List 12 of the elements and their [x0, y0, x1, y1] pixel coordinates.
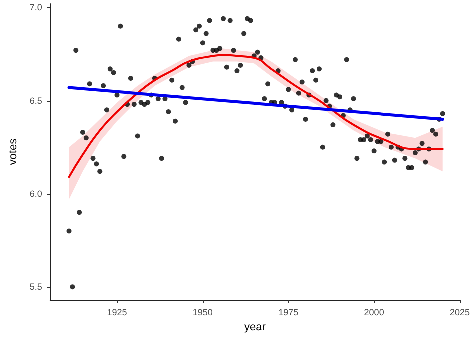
y-tick-label: 6.0	[30, 188, 42, 199]
x-tick-label: 1975	[278, 308, 299, 318]
y-tick-label: 5.5	[30, 282, 42, 292]
x-tick-label: 1950	[192, 308, 213, 318]
y-tick-label: 7.0	[30, 2, 42, 13]
y-tick-label: 6.5	[30, 96, 42, 106]
x-tick-label: 1925	[107, 308, 128, 318]
line-series	[68, 54, 444, 178]
x-tick-label: 2000	[364, 308, 384, 318]
x-tick-label: 2025	[450, 308, 470, 318]
y-axis-title: votes	[8, 138, 20, 166]
x-axis-title: year	[244, 322, 266, 334]
